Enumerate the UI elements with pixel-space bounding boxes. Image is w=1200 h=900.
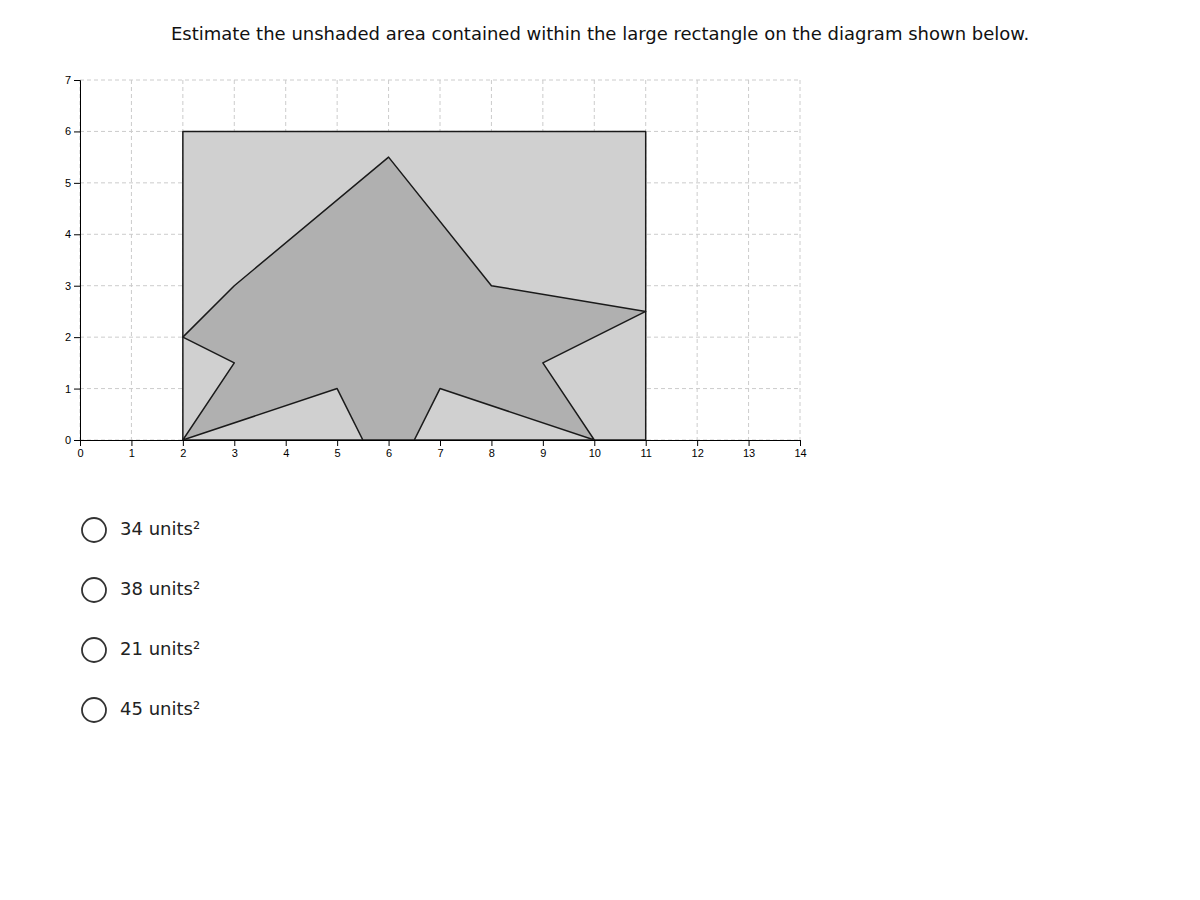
choice-circle [82,518,106,542]
grid-line [748,80,749,440]
title: Estimate the unshaded area contained wit… [171,23,1029,44]
tick: 13 [743,440,755,459]
tick: 10 [589,440,601,459]
shapes [183,131,646,440]
chart: Estimate the unshaded area contained wit… [0,0,1200,900]
tick-label: 2 [65,331,71,343]
choices: 34 units² 38 units² 21 units² 45 units² [82,518,200,722]
tick-mark [594,440,595,446]
tick-label: 0 [65,434,71,446]
tick-mark [74,440,80,441]
tick: 1 [65,383,80,395]
choice-circle [82,698,106,722]
choice-label: 21 units² [120,638,200,659]
tick-label: 5 [65,177,71,189]
tick-label: 9 [540,447,546,459]
tick-label: 14 [794,447,806,459]
tick-mark [337,440,338,446]
tick-label: 4 [283,447,289,459]
tick-label: 5 [335,447,341,459]
tick-mark [697,440,698,446]
tick-label: 10 [589,447,601,459]
tick-label: 3 [65,280,71,292]
tick-mark [74,286,80,287]
tick: 7 [65,74,80,86]
tick: 6 [386,440,392,459]
tick: 5 [335,440,341,459]
tick-mark [74,337,80,338]
tick: 11 [641,440,652,459]
tick: 4 [65,228,80,240]
tick: 12 [692,440,704,459]
polygon [183,157,646,440]
tick-label: 11 [641,447,652,459]
tick-mark [74,80,80,81]
tick-mark [183,440,184,446]
tick-mark [74,389,80,390]
y-axis: 0 1 2 3 4 5 6 7 [65,74,81,446]
grid-line [80,80,800,81]
tick-mark [646,440,647,446]
x-axis: 01234567891011121314 [77,440,806,459]
tick-mark [749,440,750,446]
grid-line [800,80,801,440]
tick: 14 [794,440,806,459]
tick-mark [491,440,492,446]
polygon [183,131,646,440]
choice-label: 45 units² [120,698,200,719]
tick-mark [286,440,287,446]
axis-line [81,441,801,447]
tick: 2 [180,440,186,459]
choice-circle [82,638,106,662]
tick-label: 7 [65,74,71,86]
tick-label: 2 [180,447,186,459]
tick-label: 4 [65,228,71,240]
grid [80,80,800,440]
tick: 2 [65,331,80,343]
tick: 4 [283,440,289,459]
tick: 0 [65,434,80,446]
tick: 0 [77,440,83,459]
tick: 5 [65,177,80,189]
tick-label: 1 [65,383,71,395]
tick-label: 3 [232,447,238,459]
tick-label: 12 [692,447,704,459]
tick-mark [131,440,132,446]
tick-mark [74,234,80,235]
tick-label: 8 [489,447,495,459]
tick: 1 [129,440,135,459]
tick: 3 [232,440,238,459]
tick-label: 6 [65,125,71,137]
axis-line [74,81,81,441]
tick-mark [440,440,441,446]
tick-label: 1 [129,447,135,459]
tick: 9 [540,440,546,459]
tick-label: 7 [437,447,443,459]
tick: 8 [489,440,495,459]
tick-mark [800,440,801,446]
tick: 6 [65,125,80,137]
tick-label: 6 [386,447,392,459]
choice-label: 34 units² [120,518,200,539]
tick-mark [74,183,80,184]
tick-mark [389,440,390,446]
grid-line [131,80,132,440]
choice-label: 38 units² [120,578,200,599]
tick: 3 [65,280,80,292]
tick-mark [234,440,235,446]
tick: 7 [437,440,443,459]
tick-mark [543,440,544,446]
choice-circle [82,578,106,602]
grid-line [697,80,698,440]
tick-label: 0 [77,447,83,459]
tick-mark [74,131,80,132]
tick-label: 13 [743,447,755,459]
